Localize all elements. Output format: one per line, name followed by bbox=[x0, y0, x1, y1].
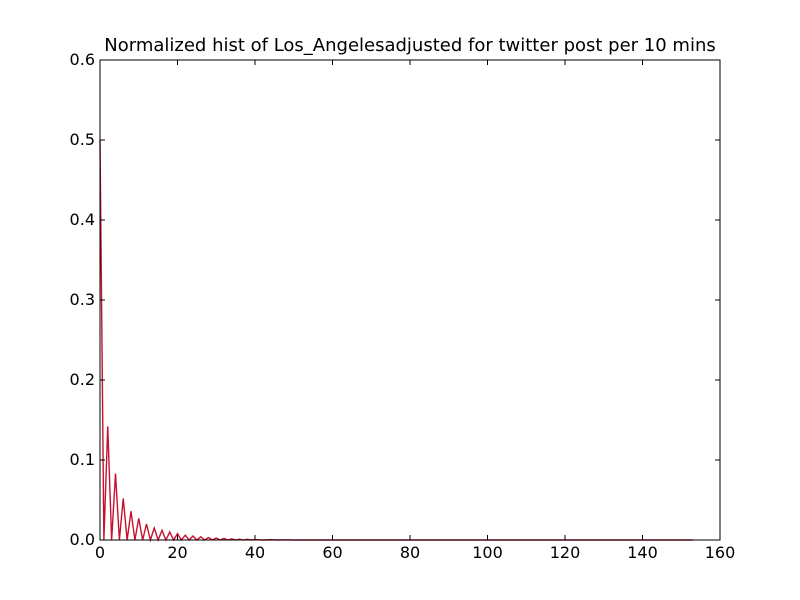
y-tick-label: 0.2 bbox=[70, 370, 95, 389]
x-tick-label: 140 bbox=[627, 543, 658, 562]
chart-title: Normalized hist of Los_Angelesadjusted f… bbox=[104, 35, 716, 56]
x-tick-label: 120 bbox=[550, 543, 581, 562]
y-tick-label: 0.6 bbox=[70, 50, 95, 69]
x-tick-label: 0 bbox=[95, 543, 105, 562]
x-tick-label: 80 bbox=[400, 543, 420, 562]
y-tick-label: 0.0 bbox=[70, 530, 95, 549]
x-tick-label: 160 bbox=[705, 543, 736, 562]
plot-frame bbox=[99, 59, 721, 541]
y-tick-label: 0.1 bbox=[70, 450, 95, 469]
y-tick-label: 0.3 bbox=[70, 290, 95, 309]
x-tick-label: 20 bbox=[167, 543, 187, 562]
y-tick-label: 0.4 bbox=[70, 210, 95, 229]
x-tick-label: 100 bbox=[472, 543, 503, 562]
y-tick-label: 0.5 bbox=[70, 130, 95, 149]
series-line-0 bbox=[99, 139, 693, 543]
x-tick-label: 60 bbox=[322, 543, 342, 562]
x-tick-label: 40 bbox=[245, 543, 265, 562]
